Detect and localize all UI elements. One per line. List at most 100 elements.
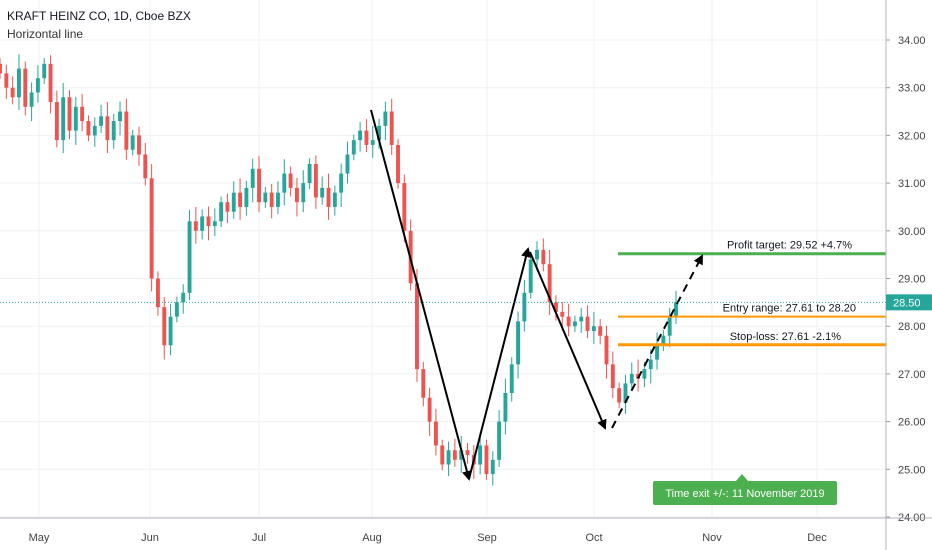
candle-body (629, 373, 634, 384)
candle (503, 378, 508, 435)
candle (320, 176, 325, 205)
candle-body (206, 216, 211, 227)
candle (528, 253, 533, 299)
candle-body (427, 397, 432, 422)
candle (345, 141, 350, 184)
candle (598, 319, 603, 345)
candle (389, 98, 394, 155)
candle (118, 101, 122, 136)
candle-body (257, 168, 261, 203)
candle-body (617, 388, 622, 403)
candle-body (118, 111, 122, 122)
candle (370, 125, 375, 158)
candle-body (415, 283, 419, 370)
candle (332, 185, 337, 216)
candle-body (452, 450, 457, 460)
candle (667, 308, 672, 348)
candle (655, 332, 659, 370)
candle (617, 382, 622, 409)
y-tick-label: 27.00 (898, 369, 926, 381)
candle (591, 311, 596, 344)
candle-body (67, 97, 72, 131)
candle-body (168, 316, 173, 346)
candle (642, 361, 647, 388)
candle (522, 279, 527, 332)
candle (269, 184, 274, 219)
candle (250, 158, 255, 203)
candle-body (541, 249, 546, 265)
candle (206, 206, 211, 241)
candle-body (17, 68, 21, 98)
candle (623, 374, 628, 414)
candle (446, 441, 451, 476)
candle-body (42, 63, 47, 79)
candle (149, 164, 154, 292)
candle-body (137, 135, 141, 155)
candle (244, 180, 249, 216)
candle (288, 166, 293, 197)
candle (516, 311, 520, 379)
candle-body (111, 121, 116, 141)
candle-body (130, 135, 135, 150)
candle-body (99, 116, 104, 126)
candle (23, 61, 28, 116)
candle-body (225, 202, 230, 212)
candle (358, 122, 363, 152)
candle (48, 55, 53, 114)
candle-body (345, 154, 350, 174)
candles (0, 54, 678, 486)
x-tick-label: Nov (702, 532, 722, 544)
candle-body (250, 168, 255, 188)
candle (238, 178, 243, 220)
candle-body (503, 392, 508, 422)
candle (313, 155, 318, 209)
candle-body (478, 445, 483, 465)
y-tick-label: 34.00 (898, 35, 926, 47)
candle (187, 209, 192, 300)
candle (307, 158, 312, 189)
candle (80, 93, 85, 132)
candle (415, 268, 419, 383)
arrow-projected (611, 254, 703, 429)
candle-body (497, 421, 502, 460)
candle-body (200, 216, 205, 231)
candle-body (547, 264, 552, 303)
candle-body (610, 364, 615, 389)
last-price-label: 28.50 (893, 297, 921, 309)
candle-body (80, 106, 85, 122)
candle (339, 163, 344, 207)
candle (67, 90, 72, 140)
candle (105, 102, 110, 154)
candle (579, 308, 584, 333)
candle-body (674, 302, 678, 317)
candle-body (667, 316, 672, 336)
candle-body (162, 307, 167, 346)
x-tick-label: Aug (362, 532, 382, 544)
candle (547, 249, 552, 316)
candle-body (604, 335, 609, 365)
candle (162, 297, 167, 360)
candle-body (307, 164, 312, 184)
candle (10, 76, 15, 105)
candle (193, 206, 198, 244)
candle (566, 303, 571, 337)
level-label: Profit target: 29.52 +4.7% (727, 240, 852, 252)
candle-body (276, 192, 280, 207)
indicator-label: Horizontal line (7, 27, 84, 41)
time-exit-bg (653, 481, 837, 505)
candle (661, 330, 666, 352)
x-tick-label: Sep (477, 532, 497, 544)
candle (490, 451, 495, 486)
candle (35, 65, 40, 103)
candle-body (522, 292, 527, 322)
candle-body (623, 383, 628, 403)
candle-body (446, 450, 451, 465)
candle-body (29, 92, 34, 107)
candle (92, 117, 97, 147)
y-tick-label: 31.00 (898, 178, 926, 190)
candle (427, 387, 432, 436)
candle-body (560, 311, 565, 317)
candle (610, 351, 615, 399)
